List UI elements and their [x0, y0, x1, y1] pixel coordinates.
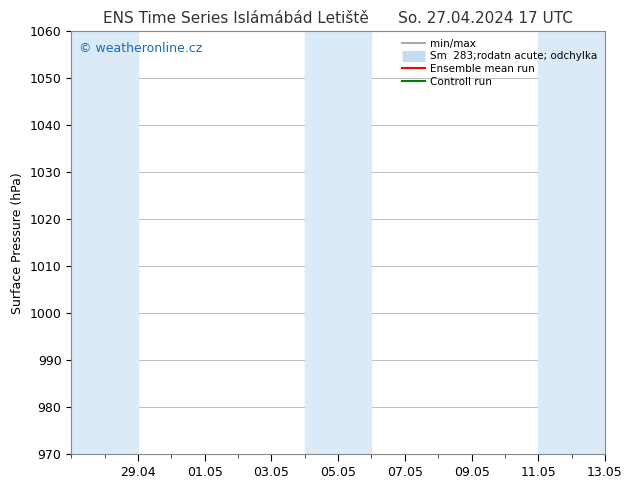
Bar: [538, 31, 605, 454]
Text: © weatheronline.cz: © weatheronline.cz: [79, 42, 202, 55]
Title: ENS Time Series Islámábád Letiště      So. 27.04.2024 17 UTC: ENS Time Series Islámábád Letiště So. 27…: [103, 11, 573, 26]
Bar: [305, 31, 372, 454]
Y-axis label: Surface Pressure (hPa): Surface Pressure (hPa): [11, 172, 24, 314]
Legend: min/max, Sm  283;rodatn acute; odchylka, Ensemble mean run, Controll run: min/max, Sm 283;rodatn acute; odchylka, …: [400, 37, 600, 89]
Bar: [71, 31, 138, 454]
